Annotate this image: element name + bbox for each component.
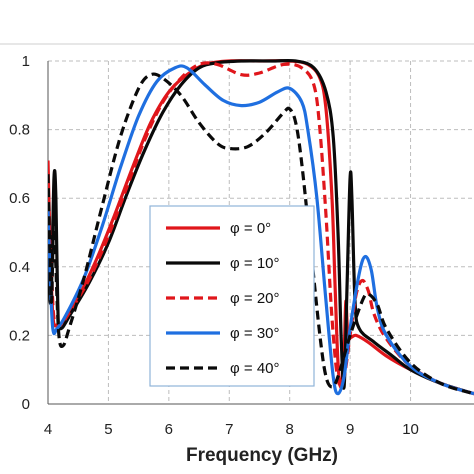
legend-box [149, 205, 315, 387]
x-tick-label: 5 [104, 421, 112, 438]
x-tick-label: 8 [286, 421, 294, 438]
y-tick-label: 0.8 [9, 122, 30, 139]
series-line-4 [48, 72, 474, 396]
x-tick-labels: 4 5 6 7 8 9 10 [44, 421, 419, 438]
legend-label: φ = 40° [230, 360, 280, 377]
x-axis-label: Frequency (GHz) [186, 445, 338, 466]
series-line-2 [48, 61, 474, 396]
series-group [48, 58, 474, 396]
legend-label: φ = 20° [230, 290, 280, 307]
y-tick-label: 0.2 [9, 327, 30, 344]
legend: φ = 0° φ = 10° φ = 20° φ = 30° φ = 40° [149, 205, 315, 387]
y-tick-label: 1 [22, 53, 30, 70]
y-tick-label: 0 [22, 396, 30, 413]
x-tick-label: 7 [225, 421, 233, 438]
series-line-3 [48, 64, 474, 396]
legend-label: φ = 10° [230, 255, 280, 272]
y-tick-labels: 0 0.2 0.4 0.6 0.8 1 [9, 53, 30, 413]
legend-label: φ = 30° [230, 325, 280, 342]
y-tick-label: 0.6 [9, 190, 30, 207]
x-tick-label: 4 [44, 421, 52, 438]
x-tick-label: 9 [346, 421, 354, 438]
legend-label: φ = 0° [230, 220, 271, 237]
x-tick-label: 6 [165, 421, 173, 438]
y-tick-label: 0.4 [9, 259, 30, 276]
x-tick-label: 10 [402, 421, 419, 438]
